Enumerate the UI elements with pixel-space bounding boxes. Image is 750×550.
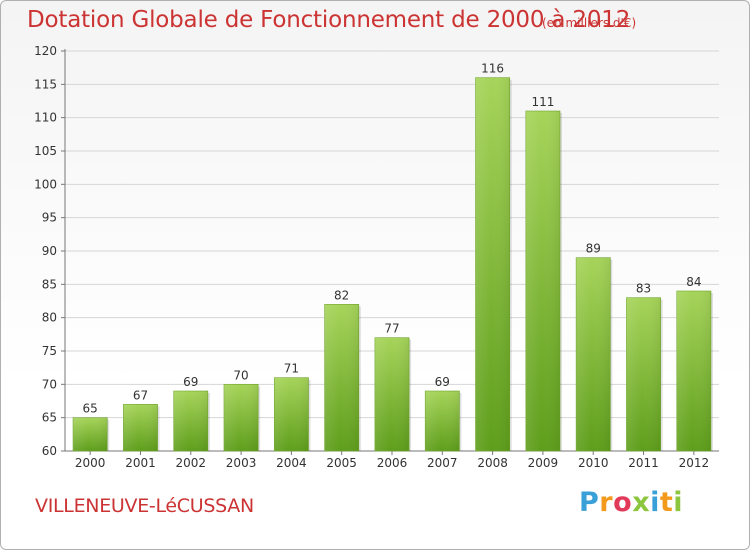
logo-letter: r xyxy=(599,487,614,518)
logo-letter: i xyxy=(650,487,660,518)
y-tick-label: 85 xyxy=(42,277,57,291)
data-label-2006: 77 xyxy=(384,322,399,336)
bar-shine xyxy=(475,77,510,452)
bar-shine xyxy=(274,377,309,451)
y-tick-label: 65 xyxy=(42,411,57,425)
x-tick-label-2003: 2003 xyxy=(226,456,257,470)
y-tick-label: 120 xyxy=(34,44,57,58)
y-tick-labels: 60 65 70 75 80 85 90 95 100 105 110 115 120 xyxy=(34,44,57,458)
logo-letter: x xyxy=(632,487,651,518)
data-label-2001: 67 xyxy=(133,388,148,402)
logo-letter: t xyxy=(659,487,674,518)
data-label-2003: 70 xyxy=(233,368,248,382)
data-label-2009: 111 xyxy=(531,95,554,109)
x-tick-label-2010: 2010 xyxy=(578,456,609,470)
bar-shine xyxy=(73,417,108,451)
data-label-2012: 84 xyxy=(686,275,701,289)
chart-subtitle: (en milliers d'€) xyxy=(542,16,637,30)
bar-shine xyxy=(525,111,561,451)
x-tick-label-2011: 2011 xyxy=(628,456,659,470)
bars xyxy=(72,77,713,452)
data-label-2011: 83 xyxy=(636,282,651,296)
bar-shine xyxy=(374,337,410,451)
data-labels: 65 67 69 70 71 82 77 69 116 111 89 83 84 xyxy=(83,62,702,416)
logo-letter: o xyxy=(613,487,633,518)
x-tick-labels: 2000 2001 2002 2003 2004 2005 2006 2007 2008 2009… xyxy=(75,456,709,470)
bar-shine xyxy=(223,384,259,451)
y-tick-label: 115 xyxy=(34,77,57,91)
logo-letter: P xyxy=(579,487,600,518)
x-tick-label-2012: 2012 xyxy=(679,456,710,470)
proxiti-logo: Proxiti xyxy=(579,487,683,518)
y-tick-label: 100 xyxy=(34,177,57,191)
y-tick-label: 80 xyxy=(42,311,57,325)
bar-shine xyxy=(676,291,711,451)
bar-shine xyxy=(123,404,158,451)
y-tick-label: 110 xyxy=(34,111,57,125)
data-label-2004: 71 xyxy=(284,362,299,376)
commune-name: VILLENEUVE-LéCUSSAN xyxy=(35,495,254,517)
x-tick-label-2005: 2005 xyxy=(326,456,357,470)
bar-shine xyxy=(425,391,460,451)
bar-shine xyxy=(626,297,661,451)
data-label-2007: 69 xyxy=(435,375,450,389)
bar-shine xyxy=(324,304,359,451)
x-tick-label-2004: 2004 xyxy=(276,456,307,470)
x-tick-label-2008: 2008 xyxy=(477,456,508,470)
data-label-2000: 65 xyxy=(83,402,98,416)
y-tick-label: 60 xyxy=(42,444,57,458)
x-tick-label-2002: 2002 xyxy=(175,456,206,470)
x-tick-label-2006: 2006 xyxy=(377,456,408,470)
y-tick-label: 105 xyxy=(34,144,57,158)
data-label-2008: 116 xyxy=(481,62,504,76)
bar-shine xyxy=(576,257,611,451)
bar-shine xyxy=(173,391,208,451)
y-tick-label: 75 xyxy=(42,344,57,358)
data-label-2010: 89 xyxy=(586,242,601,256)
y-tick-label: 70 xyxy=(42,377,57,391)
x-tick-label-2007: 2007 xyxy=(427,456,458,470)
x-tick-label-2000: 2000 xyxy=(75,456,106,470)
x-tick-label-2009: 2009 xyxy=(528,456,559,470)
y-tick-label: 90 xyxy=(42,244,57,258)
y-tick-label: 95 xyxy=(42,211,57,225)
chart-title: Dotation Globale de Fonctionnement de 20… xyxy=(27,7,631,33)
logo-letter: i xyxy=(673,487,684,518)
data-label-2005: 82 xyxy=(334,288,349,302)
data-label-2002: 69 xyxy=(183,375,198,389)
x-tick-label-2001: 2001 xyxy=(125,456,156,470)
